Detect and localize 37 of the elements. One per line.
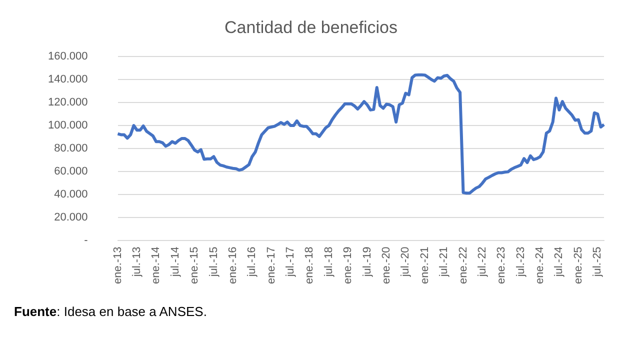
x-tick-label: ene.-21 — [418, 246, 431, 284]
x-tick-label: jul.-25 — [592, 246, 604, 278]
x-tick-label: ene.-14 — [150, 246, 162, 284]
x-tick-label: ene.-19 — [342, 246, 354, 284]
x-tick-label: ene.-24 — [534, 246, 546, 284]
x-tick-label: ene.-15 — [188, 246, 201, 284]
x-tick-label: jul.-23 — [514, 246, 527, 278]
y-tick-label: 40.000 — [54, 188, 88, 201]
x-tick-label: jul.-16 — [246, 246, 258, 278]
chart-title: Cantidad de beneficios — [224, 18, 398, 37]
y-tick-label: 20.000 — [54, 212, 88, 224]
x-tick-label: ene.-25 — [572, 246, 584, 284]
y-tick-label: 100.000 — [48, 120, 88, 132]
x-tick-label: ene.-17 — [265, 246, 278, 284]
x-tick-label: jul.-13 — [130, 246, 143, 278]
x-tick-label: ene.-18 — [304, 246, 316, 284]
y-tick-label: 80.000 — [54, 142, 88, 155]
x-tick-label: jul.-21 — [438, 246, 450, 278]
x-tick-label: jul.-22 — [476, 246, 488, 278]
x-tick-label: ene.-16 — [226, 246, 239, 284]
x-tick-label: ene.-20 — [380, 246, 393, 284]
x-tick-label: ene.-22 — [457, 246, 470, 284]
x-tick-label: jul.-15 — [208, 246, 220, 278]
source-note: Fuente: Idesa en base a ANSES. — [14, 304, 207, 319]
y-tick-label: 120.000 — [48, 96, 88, 109]
y-tick-label: 60.000 — [54, 166, 88, 178]
x-tick-label: jul.-14 — [169, 246, 182, 278]
x-tick-label: jul.-17 — [284, 246, 297, 278]
x-tick-label: ene.-13 — [112, 246, 124, 284]
x-tick-label: jul.-20 — [400, 246, 412, 278]
x-tick-label: jul.-18 — [322, 246, 335, 278]
x-tick-label: jul.-24 — [553, 246, 566, 278]
y-tick-label: - — [84, 234, 88, 247]
y-tick-label: 160.000 — [48, 50, 88, 62]
x-tick-label: ene.-23 — [496, 246, 508, 284]
y-tick-label: 140.000 — [48, 73, 88, 86]
x-tick-label: jul.-19 — [361, 246, 374, 278]
